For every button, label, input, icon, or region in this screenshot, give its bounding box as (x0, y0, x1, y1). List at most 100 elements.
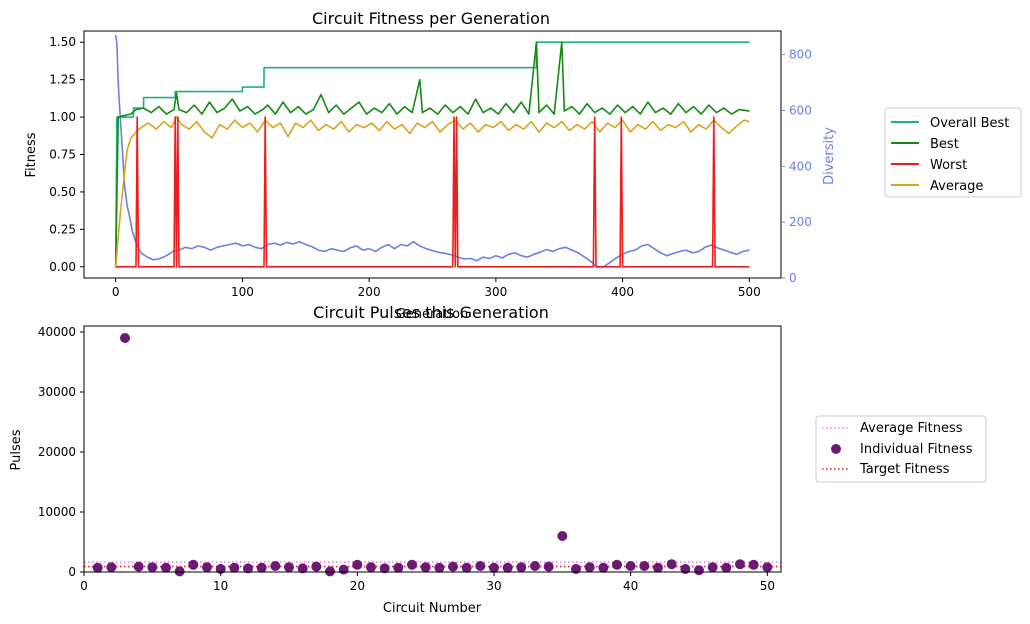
y-tick-label: 1.00 (49, 110, 76, 124)
pulses-legend-box (815, 415, 987, 483)
pulses-y-axis-label: Pulses (9, 429, 24, 470)
individual-fitness-point (502, 562, 513, 573)
x-tick-label: 20 (350, 579, 365, 593)
fitness-y-axis-label: Fitness (24, 132, 39, 177)
individual-fitness-point (379, 563, 390, 574)
individual-fitness-point (243, 563, 253, 574)
individual-fitness-point (530, 561, 540, 571)
fitness-legend-box (884, 107, 1022, 198)
y-tick-label: 0.00 (49, 260, 76, 274)
x-tick-label: 100 (231, 285, 254, 299)
individual-fitness-point (598, 562, 609, 573)
y-tick-label: 30000 (38, 385, 76, 399)
legend-individual-fitness-swatch (831, 444, 841, 454)
y2-tick-label: 600 (789, 104, 812, 118)
individual-fitness-point (284, 562, 294, 573)
fitness-series-group (114, 35, 750, 268)
pulses-chart: Circuit Pulses this Generation 0 10 20 30 40… (9, 303, 987, 616)
individual-fitness-point (639, 561, 650, 571)
individual-fitness-point (325, 566, 335, 577)
individual-fitness-point (120, 333, 130, 343)
fitness-x-axis-label: Generation (396, 307, 469, 322)
individual-fitness-point (366, 562, 376, 573)
individual-fitness-point (229, 562, 240, 573)
individual-fitness-point (133, 561, 144, 572)
individual-fitness-point (721, 562, 732, 573)
legend-overall-best-label: Overall Best (930, 116, 1009, 131)
individual-fitness-point (434, 562, 445, 573)
x-tick-label: 300 (484, 285, 507, 299)
y-tick-label: 0.75 (49, 148, 76, 162)
x-tick-label: 200 (358, 285, 381, 299)
y2-tick-label: 400 (789, 159, 812, 173)
pulses-series-group (84, 333, 781, 577)
pulses-x-axis-label: Circuit Number (383, 601, 482, 616)
diversity-y-axis-label: Diversity (822, 127, 837, 185)
individual-fitness-point (584, 562, 595, 573)
average-line (114, 116, 750, 267)
individual-fitness-point (188, 559, 199, 570)
individual-fitness-point (489, 562, 499, 573)
individual-fitness-point (202, 562, 212, 573)
pulses-x-ticks: 0 10 20 30 40 50 (80, 572, 775, 593)
x-tick-label: 50 (760, 579, 775, 593)
y-tick-label: 20000 (38, 445, 76, 459)
individual-fitness-point (161, 562, 171, 573)
y-tick-label: 0.50 (49, 185, 76, 199)
legend-individual-fitness-label: Individual Fitness (860, 442, 973, 457)
individual-fitness-point (557, 531, 568, 541)
diversity-y-ticks: 0 200 400 600 800 (781, 48, 812, 285)
individual-fitness-point (666, 559, 677, 570)
individual-fitness-point (256, 562, 267, 573)
x-tick-label: 500 (738, 285, 761, 299)
individual-fitness-point (748, 559, 759, 570)
x-tick-label: 10 (213, 579, 228, 593)
y-tick-label: 0 (68, 565, 76, 579)
x-tick-label: 0 (112, 285, 120, 299)
legend-average-label: Average (930, 179, 983, 194)
fitness-chart-title: Circuit Fitness per Generation (312, 9, 550, 28)
overall-best-line (114, 41, 750, 267)
y-tick-label: 0.25 (49, 222, 76, 236)
x-tick-label: 400 (611, 285, 634, 299)
individual-fitness-point (448, 561, 458, 572)
x-tick-label: 0 (80, 579, 88, 593)
individual-fitness-point (420, 562, 431, 573)
individual-fitness-point (311, 561, 322, 572)
individual-fitness-point (612, 559, 622, 570)
y2-tick-label: 200 (789, 215, 812, 229)
pulses-legend: Average Fitness Individual Fitness Targe… (815, 415, 987, 483)
y2-tick-label: 0 (789, 271, 797, 285)
y-tick-label: 1.50 (49, 35, 76, 49)
legend-target-fitness-label: Target Fitness (859, 462, 950, 477)
individual-fitness-point (475, 561, 486, 571)
pulses-y-ticks: 0 10000 20000 30000 40000 (38, 325, 84, 579)
individual-fitness-point (461, 562, 472, 573)
individual-fitness-point (393, 562, 404, 573)
individual-fitness-point (352, 559, 363, 570)
individual-fitness-point (762, 562, 773, 573)
individual-fitness-point (653, 562, 663, 573)
legend-best-label: Best (930, 137, 959, 152)
x-tick-label: 30 (486, 579, 501, 593)
fitness-y-ticks: 0.00 0.25 0.50 0.75 1.00 1.25 1.50 (49, 35, 84, 274)
diversity-line (114, 35, 750, 268)
y-tick-label: 10000 (38, 505, 76, 519)
fitness-chart: Circuit Fitness per Generation 0 100 200 30… (24, 9, 1022, 322)
individual-fitness-point (106, 562, 117, 573)
y-tick-label: 40000 (38, 325, 76, 339)
individual-fitness-point (407, 559, 417, 570)
individual-fitness-point (735, 559, 745, 570)
fitness-legend: Overall Best Best Worst Average (884, 107, 1022, 198)
individual-fitness-point (625, 561, 636, 571)
individual-fitness-point (707, 562, 718, 573)
individual-fitness-point (543, 561, 554, 572)
individual-fitness-point (147, 562, 158, 573)
individual-fitness-point (694, 565, 704, 576)
individual-fitness-point (270, 561, 281, 571)
pulses-chart-title: Circuit Pulses this Generation (313, 303, 549, 322)
best-line (114, 41, 750, 267)
y-tick-label: 1.25 (49, 73, 76, 87)
